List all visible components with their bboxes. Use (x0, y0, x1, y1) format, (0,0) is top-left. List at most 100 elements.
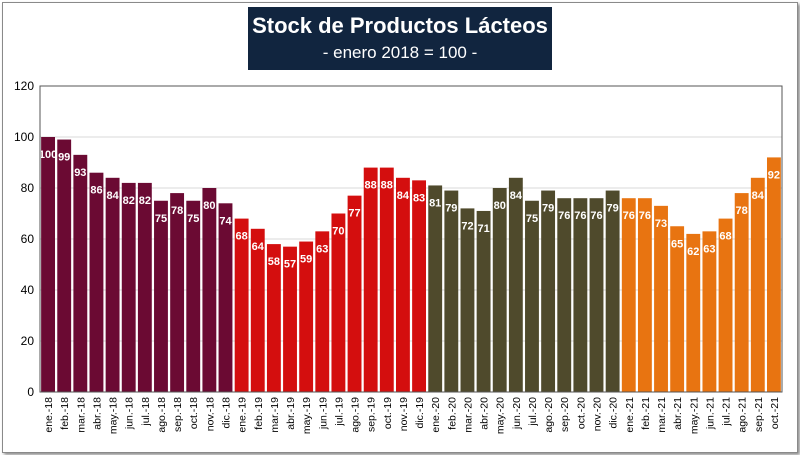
x-tick-label: jun.-19 (317, 397, 329, 430)
x-tick-label: ene.-19 (237, 397, 249, 433)
data-label: 70 (332, 226, 344, 238)
bar-abr-21 (670, 226, 685, 392)
data-label: 84 (510, 190, 523, 202)
bar-jun-18 (121, 182, 136, 392)
x-tick-label: jul.-21 (721, 397, 733, 427)
y-tick-label: 60 (21, 232, 35, 246)
data-label: 63 (316, 243, 328, 255)
bar-sep-21 (750, 177, 765, 392)
x-tick-label: may.-18 (108, 397, 120, 434)
x-tick-label: feb.-21 (640, 397, 652, 430)
bar-may-21 (686, 233, 701, 392)
data-label: 76 (574, 210, 586, 222)
data-label: 86 (90, 185, 102, 197)
bar-jun-21 (702, 231, 717, 392)
data-label: 80 (494, 200, 506, 212)
data-label: 92 (768, 169, 780, 181)
bar-may-18 (105, 177, 120, 392)
data-label: 64 (252, 241, 265, 253)
x-tick-label: feb.-19 (253, 397, 265, 430)
x-tick-label: sep.-21 (753, 397, 765, 432)
x-tick-label: jun.-20 (511, 397, 523, 430)
bar-feb-21 (637, 198, 652, 392)
data-label: 76 (590, 210, 602, 222)
data-label: 84 (397, 190, 410, 202)
data-label: 63 (703, 243, 715, 255)
data-label: 84 (106, 190, 119, 202)
data-label: 68 (719, 231, 731, 243)
bar-may-19 (299, 241, 314, 392)
bar-jun-19 (315, 231, 330, 392)
x-tick-label: sep.-20 (559, 397, 571, 432)
data-label: 72 (461, 220, 473, 232)
data-label: 79 (542, 203, 554, 215)
plot-border (39, 85, 783, 393)
x-tick-label: feb.-20 (446, 397, 458, 430)
bar-ene-20 (428, 185, 443, 392)
data-label: 65 (671, 238, 683, 250)
x-tick-label: ago.-21 (737, 397, 749, 433)
x-tick-label: feb.-18 (59, 397, 71, 430)
x-tick-label: ene.-21 (624, 397, 636, 433)
bar-mar-20 (460, 208, 475, 392)
bar-abr-19 (283, 246, 297, 392)
bar-nov-20 (589, 198, 604, 392)
x-tick-label: jul.-20 (527, 397, 539, 427)
data-label: 57 (284, 259, 296, 271)
x-tick-label: oct.-21 (769, 397, 781, 429)
x-tick-label: dic.-20 (608, 397, 620, 429)
x-tick-label: ago.-19 (350, 397, 362, 433)
x-tick-label: may.-21 (688, 397, 700, 434)
bar-sep-19 (363, 167, 378, 392)
data-label: 93 (74, 167, 86, 179)
data-label: 83 (413, 192, 425, 204)
x-tick-label: jun.-21 (704, 397, 716, 430)
bar-ene-21 (621, 198, 636, 392)
data-label: 58 (268, 256, 280, 268)
data-label: 100 (39, 149, 57, 161)
bar-jun-20 (508, 177, 523, 392)
x-tick-label: dic.-19 (414, 397, 426, 429)
data-label: 82 (139, 195, 151, 207)
bar-oct-21 (766, 157, 781, 392)
bar-jul-20 (525, 200, 539, 392)
data-label: 76 (558, 210, 570, 222)
y-tick-label: 20 (21, 334, 35, 348)
data-label: 78 (736, 205, 748, 217)
data-label: 84 (752, 190, 765, 202)
x-tick-label: ago.-18 (156, 397, 168, 433)
bar-mar-18 (73, 154, 88, 392)
x-tick-label: abr.-20 (479, 397, 491, 430)
x-tick-label: abr.-19 (285, 397, 297, 430)
data-label: 81 (429, 197, 441, 209)
x-tick-label: dic.-18 (221, 397, 233, 429)
bar-ene-18 (41, 137, 56, 392)
y-tick-label: 40 (21, 283, 35, 297)
data-label: 76 (623, 210, 635, 222)
data-label: 88 (365, 180, 377, 192)
bar-abr-20 (476, 210, 491, 392)
bar-abr-18 (89, 172, 104, 392)
x-tick-label: mar.-18 (75, 397, 87, 433)
data-label: 99 (58, 152, 70, 164)
data-label: 79 (445, 203, 457, 215)
bar-ago-21 (734, 193, 749, 392)
y-tick-label: 100 (14, 130, 34, 144)
bar-mar-19 (266, 244, 281, 392)
bar-ago-18 (154, 200, 168, 392)
bar-feb-18 (57, 139, 72, 392)
data-label: 73 (655, 218, 667, 230)
bar-oct-19 (379, 167, 394, 392)
data-label: 68 (236, 231, 248, 243)
x-tick-label: abr.-21 (672, 397, 684, 430)
bar-dic-18 (218, 203, 233, 392)
x-tick-label: jun.-18 (124, 397, 136, 430)
bar-mar-21 (654, 205, 668, 392)
bar-nov-18 (202, 188, 217, 392)
bar-ene-19 (234, 218, 249, 392)
bar-ago-20 (541, 190, 556, 392)
x-tick-label: nov.-18 (204, 397, 216, 431)
y-tick-label: 80 (21, 181, 35, 195)
